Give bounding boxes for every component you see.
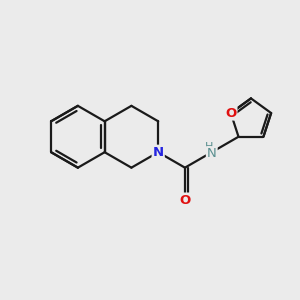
- Text: O: O: [225, 106, 236, 119]
- Text: H: H: [207, 146, 216, 159]
- Text: H: H: [205, 142, 214, 152]
- Text: N: N: [153, 146, 164, 159]
- Text: O: O: [179, 194, 191, 207]
- Text: N: N: [207, 147, 217, 160]
